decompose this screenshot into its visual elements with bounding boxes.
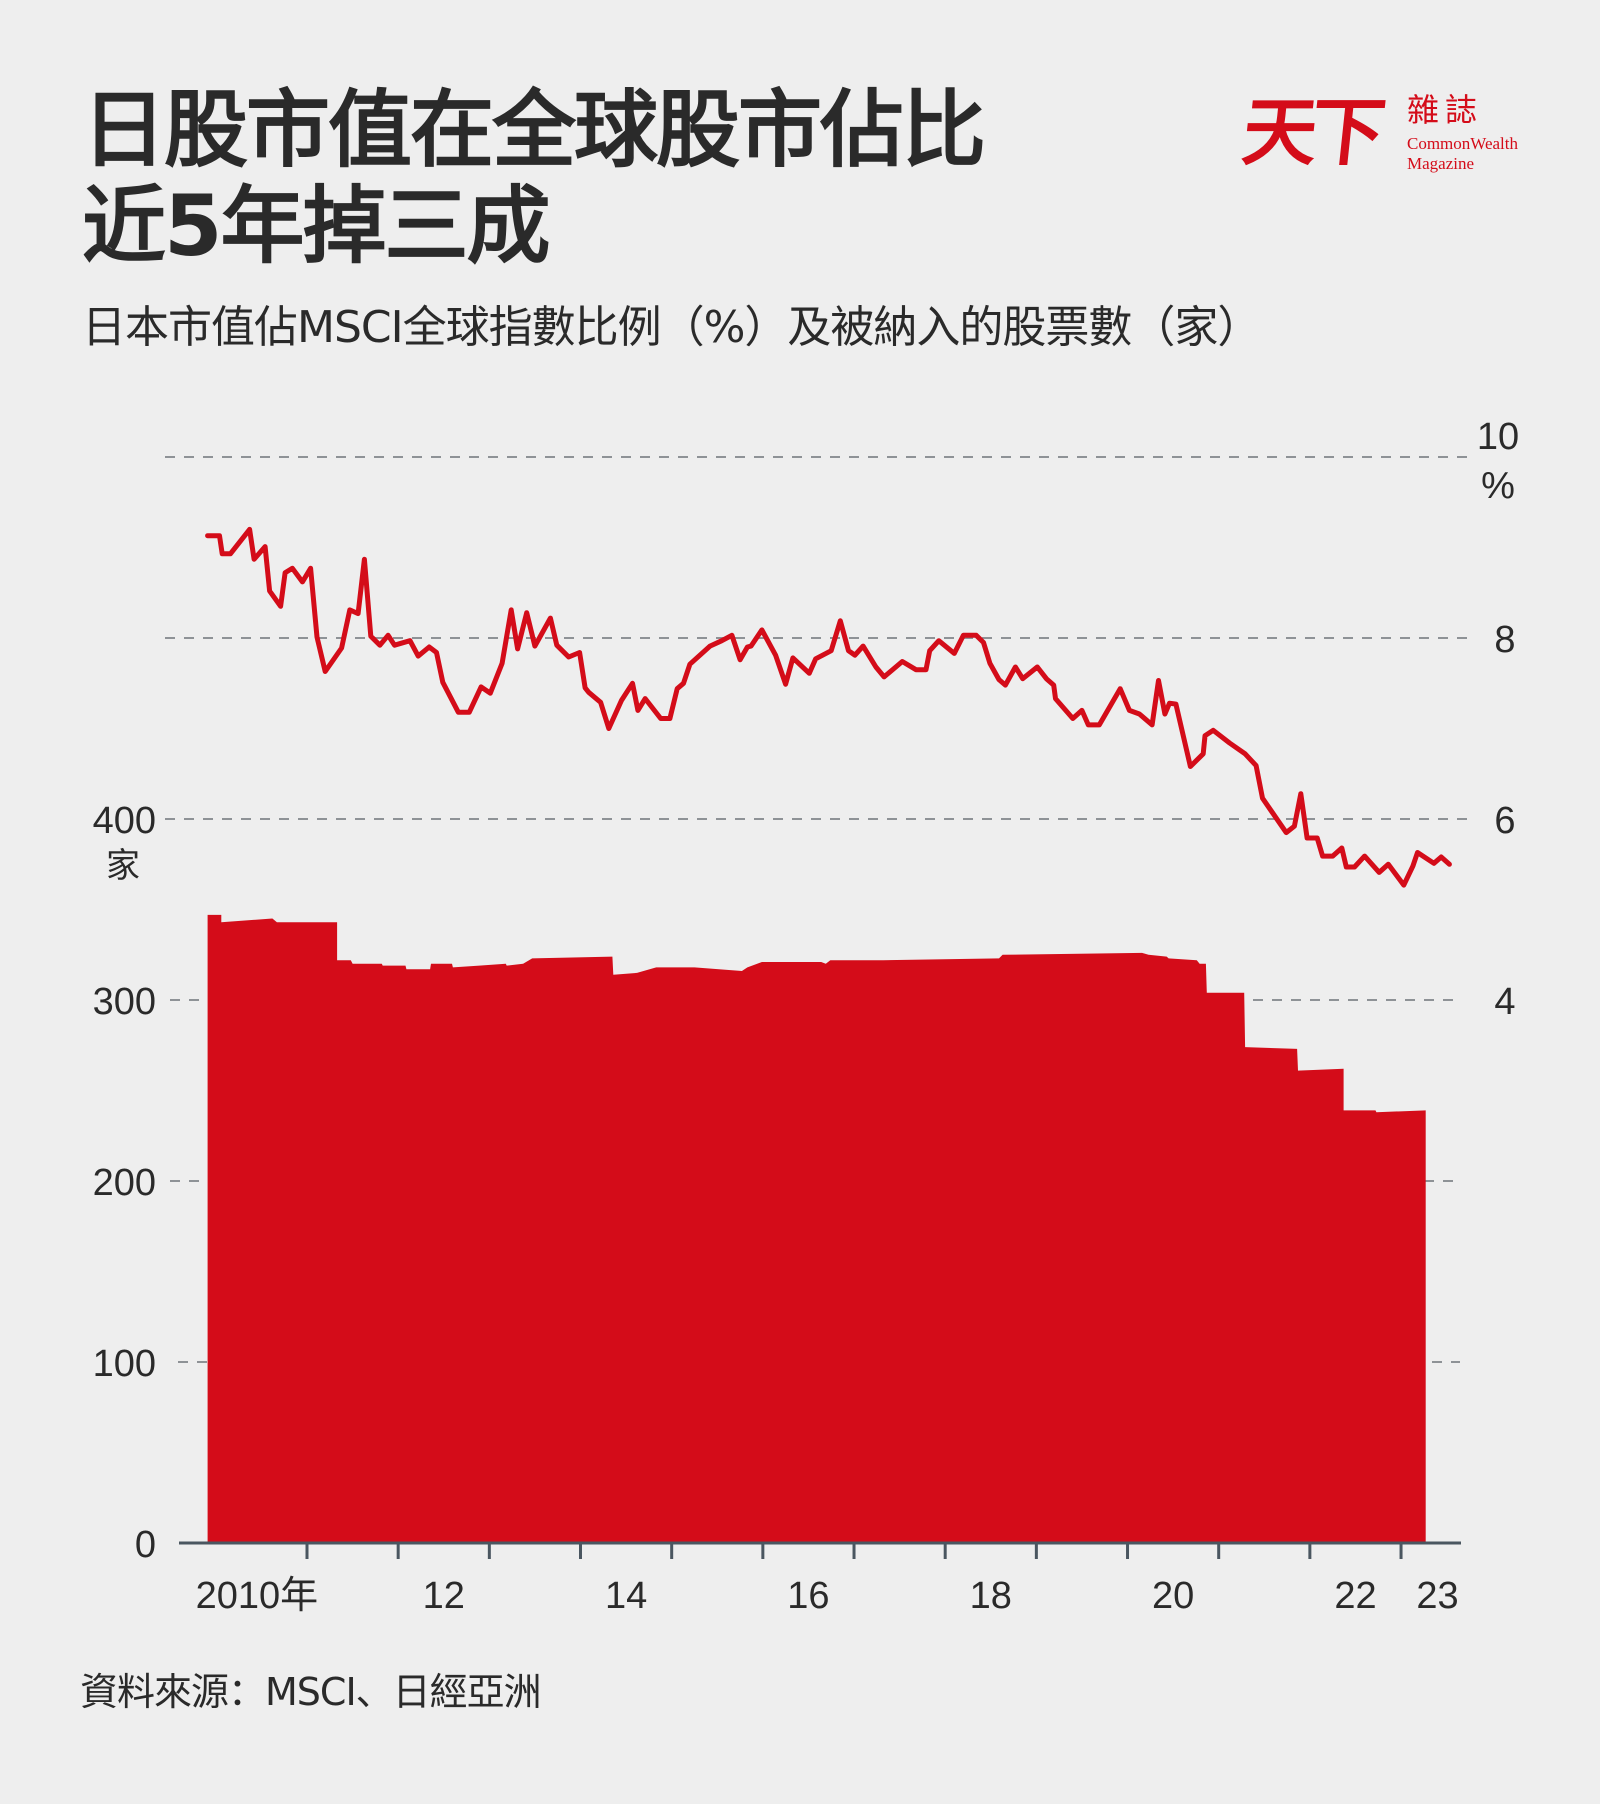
x-tick-label: 20: [1152, 1575, 1194, 1617]
logo-zh-text: 雜誌: [1407, 91, 1484, 129]
commonwealth-magazine-logo: 天下 雜誌 CommonWealth Magazine: [1238, 88, 1523, 188]
x-tick-label: 12: [423, 1575, 465, 1617]
right-tick-label: 10: [1477, 416, 1519, 458]
chart-subtitle: 日本市值佔MSCI全球指數比例（%）及被納入的股票數（家）: [82, 302, 1261, 353]
market-share-line: [205, 526, 1452, 888]
stock-count-area: [207, 914, 1426, 1543]
source-note: 資料來源：MSCI、日經亞洲: [80, 1670, 542, 1714]
left-tick-label: 200: [93, 1162, 156, 1204]
left-axis-unit: 家: [106, 846, 140, 886]
left-tick-label: 400: [93, 800, 156, 842]
x-tick-label: 14: [605, 1575, 647, 1617]
x-tick-label: 23: [1416, 1575, 1458, 1617]
chart-title-line1: 日股市值在全球股市佔比: [82, 81, 986, 179]
right-tick-label: 8: [1494, 619, 1515, 661]
left-tick-label: 0: [135, 1524, 156, 1566]
x-tick-label: 16: [787, 1575, 829, 1617]
right-tick-label: 4: [1494, 981, 1515, 1023]
chart-title-line2: 近5年掉三成: [82, 177, 550, 275]
left-tick-label: 300: [93, 981, 156, 1023]
logo-en-line2: Magazine: [1407, 154, 1475, 173]
right-tick-label: 6: [1494, 800, 1515, 842]
x-tick-label: 2010年: [196, 1575, 319, 1617]
x-axis: 2010年 12 14 16 18 20 22 23: [179, 1541, 1461, 1617]
x-tick-label: 22: [1334, 1575, 1376, 1617]
right-axis-labels: 4 6 8 10%: [1477, 416, 1519, 1023]
left-tick-label: 100: [93, 1343, 156, 1385]
right-axis-unit: %: [1481, 465, 1515, 507]
chart-title: 日股市值在全球股市佔比 近5年掉三成: [82, 81, 986, 275]
x-tick-label: 18: [970, 1575, 1012, 1617]
logo-en-line1: CommonWealth: [1407, 134, 1519, 153]
